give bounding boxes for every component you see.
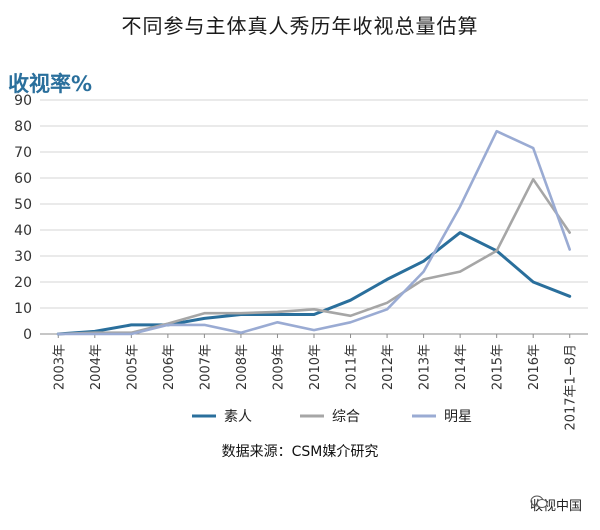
x-tick-label: 2017年1−8月 [564, 344, 579, 431]
x-tick-label: 2007年 [198, 344, 213, 390]
data-source-note: 数据来源：CSM媒介研究 [221, 444, 379, 460]
x-tick-label: 2009年 [271, 344, 286, 390]
legend-label: 明星 [444, 409, 472, 425]
x-tick-label: 2014年 [454, 344, 469, 390]
series-line-1 [56, 231, 572, 336]
x-tick-label: 2004年 [89, 344, 104, 390]
y-axis-label: 收视率% [8, 72, 93, 96]
x-tick-label: 2005年 [125, 344, 140, 390]
y-tick-label: 80 [14, 119, 32, 135]
x-tick-label: 2016年 [527, 344, 542, 390]
legend-label: 素人 [224, 409, 252, 425]
x-tick-label: 2008年 [235, 344, 250, 390]
y-tick-label: 90 [14, 93, 32, 109]
y-tick-label: 50 [14, 197, 32, 213]
y-tick-label: 20 [14, 275, 32, 291]
x-tick-label: 2010年 [308, 344, 323, 390]
y-tick-label: 60 [14, 171, 32, 187]
y-tick-label: 40 [14, 223, 32, 239]
x-tick-label: 2015年 [491, 344, 506, 390]
x-tick-label: 2003年 [52, 344, 67, 390]
x-tick-label: 2011年 [345, 344, 360, 390]
x-tick-label: 2012年 [381, 344, 396, 390]
series-line-2 [56, 178, 572, 336]
y-tick-label: 0 [23, 327, 32, 343]
chart-title: 不同参与主体真人秀历年收视总量估算 [121, 14, 479, 38]
y-tick-label: 70 [14, 145, 32, 161]
y-tick-label: 10 [14, 301, 32, 317]
watermark: 收视中国 [530, 495, 582, 514]
legend-label: 综合 [332, 409, 360, 425]
y-tick-label: 30 [14, 249, 32, 265]
x-tick-label: 2013年 [418, 344, 433, 390]
x-tick-label: 2006年 [162, 344, 177, 390]
series-line-3 [56, 129, 572, 336]
wechat-icon [530, 495, 548, 508]
